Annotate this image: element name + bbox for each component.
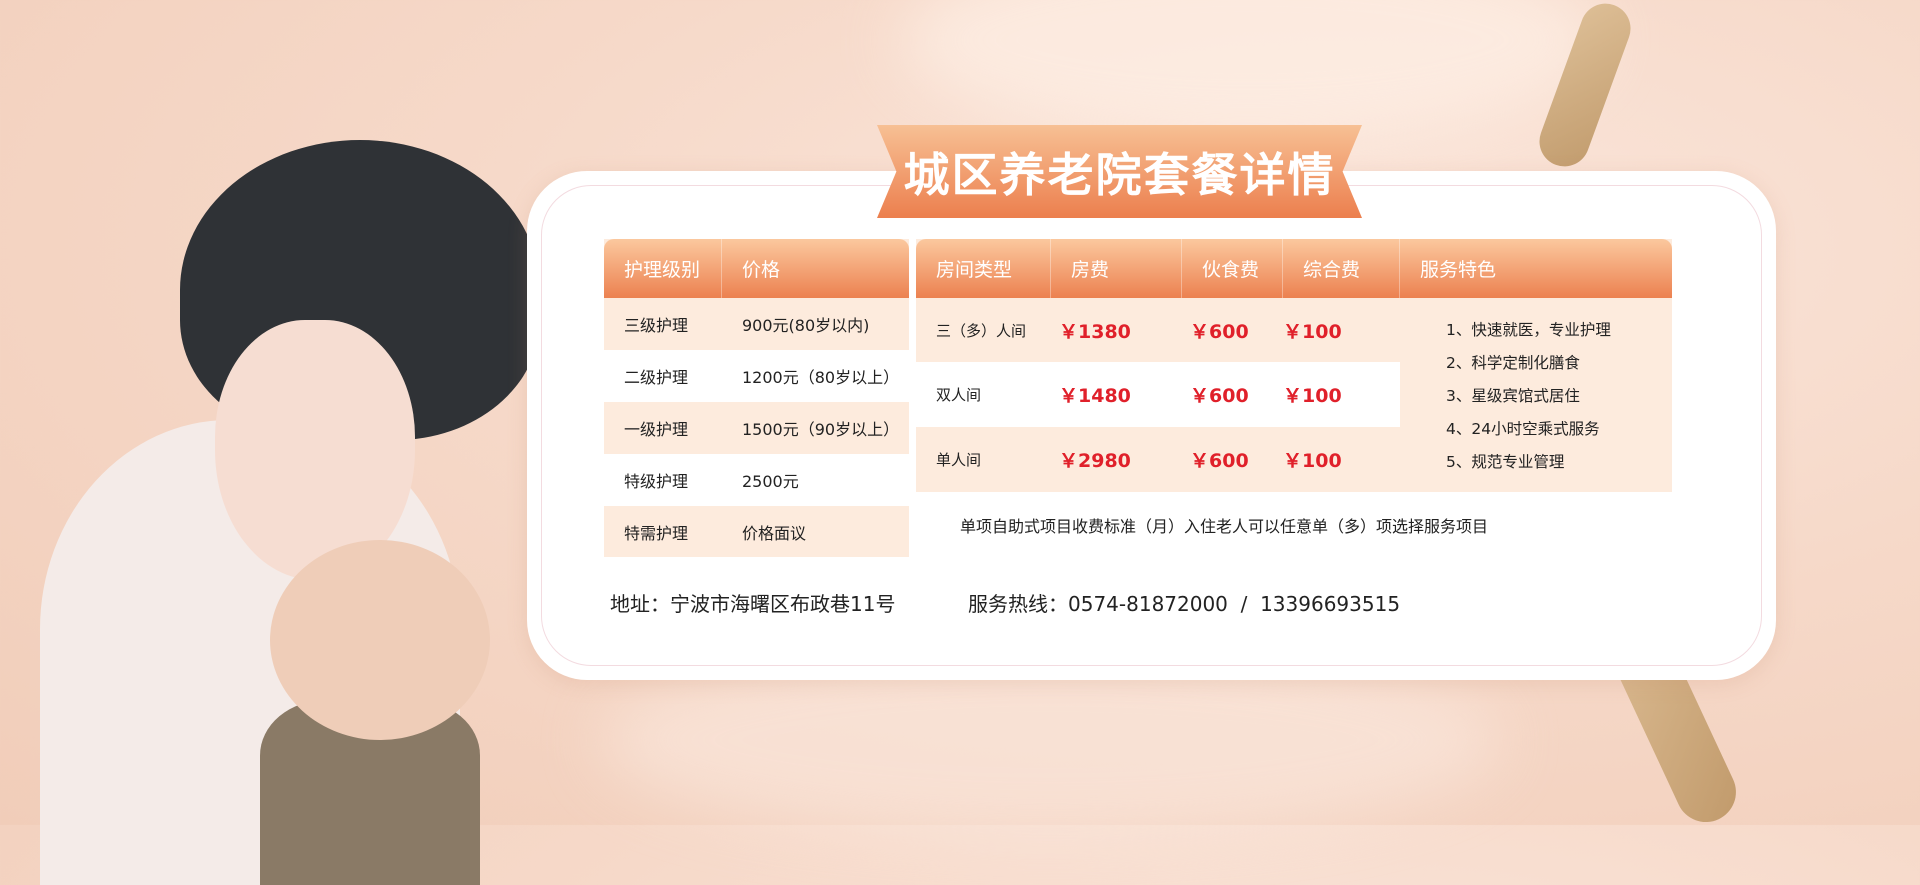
header-misc-fee: 综合费: [1283, 239, 1400, 298]
misc-fee: ￥100: [1283, 385, 1342, 407]
table-row: 特级护理 2500元: [604, 454, 909, 506]
table-row: 双人间 ￥1480 ￥600 ￥100: [916, 362, 1400, 427]
room-fee: ￥1480: [1059, 385, 1131, 407]
table-row: 二级护理 1200元（80岁以上）: [604, 350, 909, 402]
care-level: 特级护理: [624, 472, 689, 491]
table-row: 三级护理 900元(80岁以内): [604, 298, 909, 350]
address: 地址：宁波市海曙区布政巷11号: [610, 592, 896, 616]
care-price: 1200元（80岁以上）: [742, 368, 900, 387]
room-type: 单人间: [936, 451, 982, 469]
service-item: 3、星级宾馆式居住: [1446, 387, 1580, 405]
service-features: 1、快速就医，专业护理 2、科学定制化膳食 3、星级宾馆式居住 4、24小时空乘…: [1400, 298, 1672, 492]
misc-fee: ￥100: [1283, 320, 1342, 343]
care-price: 2500元: [742, 472, 799, 491]
table-row: 特需护理 价格面议: [604, 506, 909, 557]
care-level: 二级护理: [624, 368, 689, 387]
meal-fee: ￥600: [1190, 450, 1249, 472]
table-footnote: 单项自助式项目收费标准（月）入住老人可以任意单（多）项选择服务项目: [916, 492, 1672, 557]
hero-photo-grandmother-baby: [0, 60, 580, 885]
service-item: 4、24小时空乘式服务: [1446, 420, 1600, 438]
header-room-type: 房间类型: [916, 239, 1051, 298]
room-fee: ￥2980: [1059, 450, 1131, 472]
hotline: 服务热线：0574-81872000 / 13396693515: [968, 592, 1401, 616]
page-title: 城区养老院套餐详情: [903, 147, 1336, 202]
header-price: 价格: [742, 259, 781, 281]
silk-highlight: [900, 0, 1600, 140]
misc-fee: ￥100: [1283, 450, 1342, 472]
table-row: 一级护理 1500元（90岁以上）: [604, 402, 909, 454]
care-price: 1500元（90岁以上）: [742, 420, 900, 439]
header-meal-fee: 伙食费: [1182, 239, 1283, 298]
header-services: 服务特色: [1420, 259, 1497, 281]
care-price: 价格面议: [742, 523, 807, 543]
service-item: 1、快速就医，专业护理: [1446, 321, 1611, 339]
care-level-table: 护理级别 价格 三级护理 900元(80岁以内) 二级护理 1200元（80岁以上） …: [604, 239, 909, 557]
care-level: 三级护理: [624, 316, 689, 335]
room-type: 三（多）人间: [936, 321, 1027, 340]
meal-fee: ￥600: [1190, 385, 1249, 407]
title-banner: 城区养老院套餐详情: [877, 125, 1362, 218]
header-care-level: 护理级别: [604, 239, 722, 298]
room-fee: ￥1380: [1059, 320, 1131, 343]
table-row: 三（多）人间 ￥1380 ￥600 ￥100: [916, 298, 1400, 362]
header-room-fee: 房费: [1051, 239, 1182, 298]
care-price: 900元(80岁以内): [742, 316, 870, 335]
service-item: 5、规范专业管理: [1446, 453, 1565, 471]
room-type: 双人间: [936, 386, 982, 404]
care-level: 特需护理: [624, 523, 689, 543]
care-level: 一级护理: [624, 420, 689, 439]
table-row: 单人间 ￥2980 ￥600 ￥100: [916, 427, 1400, 492]
service-item: 2、科学定制化膳食: [1446, 354, 1580, 372]
meal-fee: ￥600: [1190, 320, 1249, 343]
